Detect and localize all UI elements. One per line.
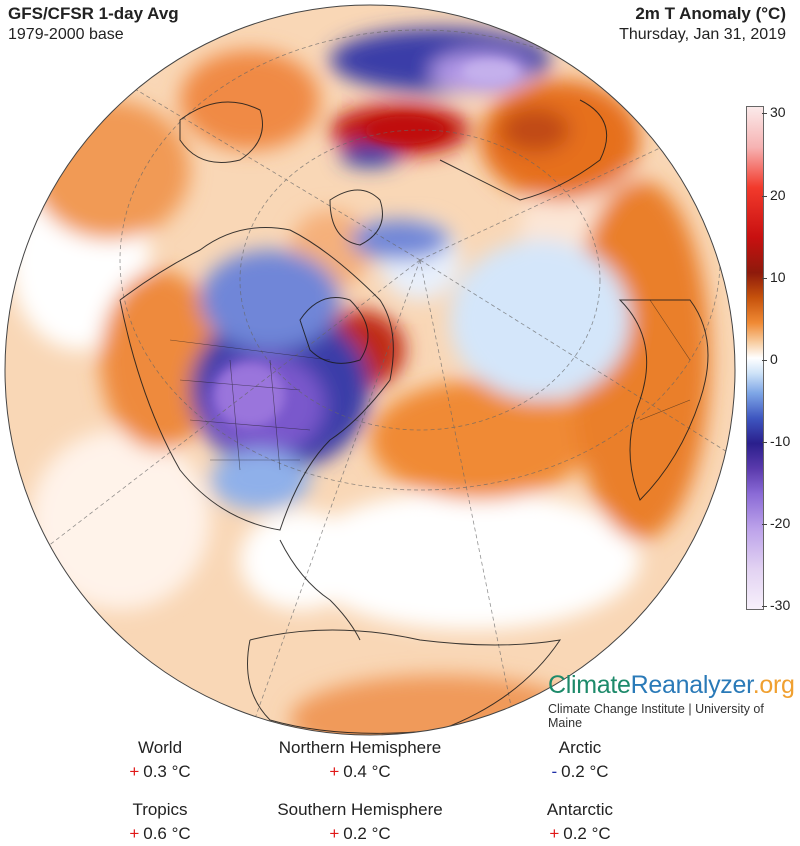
variable-title: 2m T Anomaly (°C) bbox=[635, 4, 786, 23]
scale-tick-label: 10 bbox=[770, 269, 786, 285]
stat-sign: + bbox=[129, 762, 140, 781]
stat-number: 0.4 °C bbox=[343, 762, 391, 781]
stat-value: +0.4 °C bbox=[245, 762, 475, 782]
stat-label: Antarctic bbox=[546, 800, 614, 819]
stat-sign: + bbox=[129, 824, 140, 843]
brand-part-reanalyzer: Reanalyzer bbox=[630, 671, 753, 699]
scale-tick-label: 20 bbox=[770, 187, 786, 203]
stat-label: Northern Hemisphere bbox=[278, 738, 442, 757]
stat-value: +0.6 °C bbox=[45, 824, 275, 844]
scale-tick-label: -10 bbox=[770, 433, 791, 449]
brand-subtitle: Climate Change Institute | University of… bbox=[548, 702, 764, 730]
brand-logo[interactable]: ClimateReanalyzer.org bbox=[548, 671, 795, 700]
scale-tick-label: -30 bbox=[770, 597, 791, 613]
stat-label: Southern Hemisphere bbox=[277, 800, 443, 819]
stat-world: World +0.3 °C bbox=[45, 738, 275, 782]
scale-tick-label: -20 bbox=[770, 515, 791, 531]
stat-sign: + bbox=[329, 762, 340, 781]
date-label: Thursday, Jan 31, 2019 bbox=[619, 26, 786, 43]
stat-label: World bbox=[137, 738, 183, 757]
stat-tropics: Tropics +0.6 °C bbox=[45, 800, 275, 844]
scale-tick-mark bbox=[762, 524, 767, 525]
stat-number: 0.3 °C bbox=[143, 762, 191, 781]
stat-value: +0.2 °C bbox=[465, 824, 695, 844]
stat-value: +0.2 °C bbox=[245, 824, 475, 844]
scale-tick-mark bbox=[762, 196, 767, 197]
stat-arctic: Arctic -0.2 °C bbox=[465, 738, 695, 782]
stat-southern-hemisphere: Southern Hemisphere +0.2 °C bbox=[245, 800, 475, 844]
color-scale-bar bbox=[746, 106, 764, 610]
map-title: GFS/CFSR 1-day Avg bbox=[8, 4, 179, 23]
stat-number: 0.6 °C bbox=[143, 824, 191, 843]
stat-label: Tropics bbox=[132, 800, 188, 819]
scale-tick-mark bbox=[762, 113, 767, 114]
scale-tick-mark bbox=[762, 606, 767, 607]
scale-tick-mark bbox=[762, 278, 767, 279]
brand-part-climate: Climate bbox=[548, 671, 631, 699]
map-subtitle: 1979-2000 base bbox=[8, 26, 124, 43]
stat-label: Arctic bbox=[558, 738, 602, 757]
stat-sign: + bbox=[329, 824, 340, 843]
stat-value: -0.2 °C bbox=[465, 762, 695, 782]
scale-tick-mark bbox=[762, 442, 767, 443]
scale-tick-mark bbox=[762, 360, 767, 361]
scale-tick-label: 0 bbox=[770, 351, 778, 367]
stat-sign: - bbox=[551, 762, 558, 781]
stat-antarctic: Antarctic +0.2 °C bbox=[465, 800, 695, 844]
brand-part-org: .org bbox=[752, 671, 795, 699]
stat-number: 0.2 °C bbox=[343, 824, 391, 843]
stat-northern-hemisphere: Northern Hemisphere +0.4 °C bbox=[245, 738, 475, 782]
stat-number: 0.2 °C bbox=[563, 824, 611, 843]
stat-value: +0.3 °C bbox=[45, 762, 275, 782]
stat-number: 0.2 °C bbox=[561, 762, 609, 781]
stat-sign: + bbox=[549, 824, 560, 843]
scale-tick-label: 30 bbox=[770, 104, 786, 120]
